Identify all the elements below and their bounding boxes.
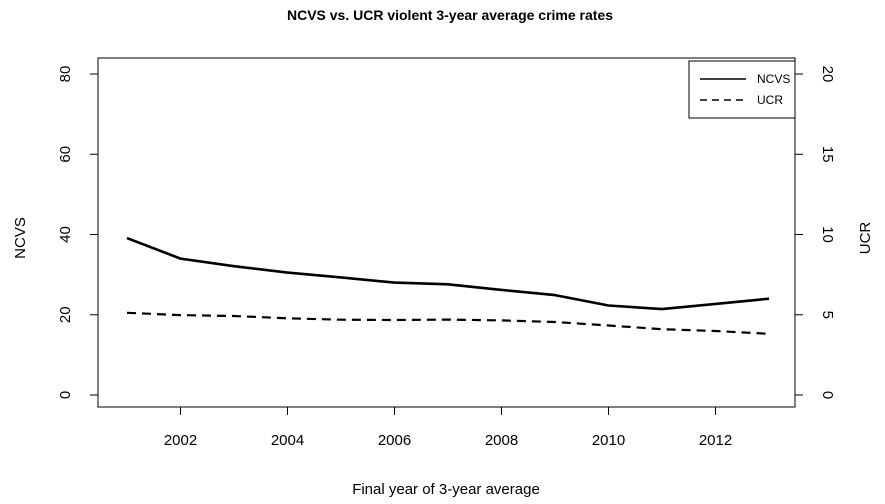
- y-left-tick-label: 40: [57, 226, 74, 243]
- legend-label-ucr: UCR: [757, 93, 783, 107]
- plot-frame: [97, 57, 796, 408]
- legend-label-ncvs: NCVS: [757, 72, 790, 86]
- y-right-tick-label: 15: [819, 146, 836, 163]
- y-axis-right-label: UCR: [857, 222, 874, 255]
- x-tick-label: 2008: [485, 432, 518, 449]
- y-right-tick-label: 10: [819, 226, 836, 243]
- y-left-tick-label: 0: [57, 391, 74, 399]
- y-left-tick-label: 20: [57, 306, 74, 323]
- y-right-tick-label: 20: [819, 66, 836, 83]
- legend: NCVS UCR: [688, 60, 796, 119]
- x-axis-label: Final year of 3-year average: [352, 481, 540, 498]
- x-tick-label: 2010: [592, 432, 625, 449]
- x-axis: 2002 2004 2006 2008 2010 2012: [164, 407, 732, 449]
- x-tick-label: 2012: [699, 432, 732, 449]
- series-layer: [126, 236, 770, 335]
- x-tick-label: 2006: [378, 432, 411, 449]
- y-left-tick-label: 80: [57, 66, 74, 83]
- y-axis-left: 0 20 40 60 80: [57, 66, 98, 399]
- y-axis-right: 0 5 10 15 20: [795, 66, 836, 399]
- series-line-ncvs: [126, 236, 770, 311]
- y-left-tick-label: 60: [57, 146, 74, 163]
- y-right-tick-label: 5: [819, 311, 836, 319]
- x-tick-label: 2002: [164, 432, 197, 449]
- chart-title: NCVS vs. UCR violent 3-year average crim…: [287, 7, 613, 23]
- y-axis-left-label: NCVS: [12, 217, 29, 259]
- x-tick-label: 2004: [271, 432, 304, 449]
- y-right-tick-label: 0: [819, 391, 836, 399]
- series-line-ucr: [126, 311, 770, 335]
- legend-box: [688, 60, 796, 119]
